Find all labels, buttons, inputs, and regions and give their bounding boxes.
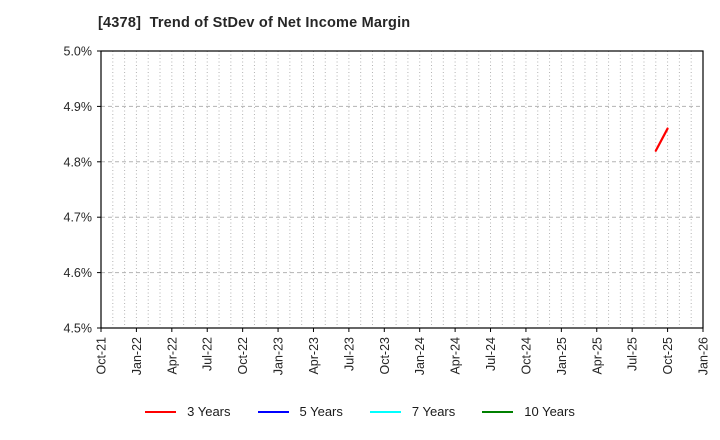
- x-tick-label: Oct-24: [519, 337, 533, 375]
- plot-frame: [100, 50, 704, 329]
- legend-item-3-years: 3 Years: [145, 404, 231, 419]
- chart-title: [4378] Trend of StDev of Net Income Marg…: [98, 15, 411, 31]
- x-tick-label: Jul-23: [342, 337, 356, 371]
- x-tick-label: Apr-24: [449, 337, 463, 375]
- y-tick-label: 4.5%: [64, 322, 93, 336]
- legend-label: 10 Years: [524, 404, 575, 419]
- legend-label: 5 Years: [299, 404, 343, 419]
- legend-line-swatch: [145, 410, 177, 413]
- x-tick-label: Jan-23: [272, 337, 286, 375]
- x-tick-label: Oct-23: [378, 337, 392, 375]
- legend-line-swatch: [369, 410, 401, 413]
- legend: 3 Years 5 Years 7 Years 10 Years: [0, 404, 720, 419]
- x-tick-label: Jul-25: [626, 337, 640, 371]
- x-tick-label: Oct-22: [236, 337, 250, 375]
- x-tick-label: Apr-22: [165, 337, 179, 375]
- series-line-3-years: [654, 127, 669, 152]
- x-tick-label: Jan-26: [697, 337, 711, 375]
- legend-item-7-years: 7 Years: [369, 404, 456, 419]
- y-tick-label: 4.8%: [64, 155, 93, 169]
- y-tick-label: 4.6%: [64, 266, 93, 280]
- legend-item-10-years: 10 Years: [482, 404, 575, 419]
- legend-line-swatch: [257, 410, 289, 413]
- legend-item-5-years: 5 Years: [257, 404, 343, 419]
- legend-label: 7 Years: [411, 404, 456, 419]
- y-tick-label: 5.0%: [64, 45, 93, 59]
- y-tick-label: 4.7%: [64, 211, 93, 225]
- x-tick-label: Jul-24: [484, 337, 498, 371]
- x-tick-label: Jan-22: [130, 337, 144, 375]
- x-tick-label: Jan-25: [555, 337, 569, 375]
- x-tick-label: Oct-25: [661, 337, 675, 375]
- legend-line-swatch: [482, 410, 514, 413]
- legend-label: 3 Years: [187, 404, 231, 419]
- x-tick-label: Oct-21: [95, 337, 109, 375]
- x-tick-label: Jul-22: [201, 337, 215, 371]
- x-tick-label: Apr-25: [590, 337, 604, 375]
- x-tick-label: Jan-24: [413, 337, 427, 375]
- x-tick-label: Apr-23: [307, 337, 321, 375]
- y-tick-label: 4.9%: [64, 100, 93, 114]
